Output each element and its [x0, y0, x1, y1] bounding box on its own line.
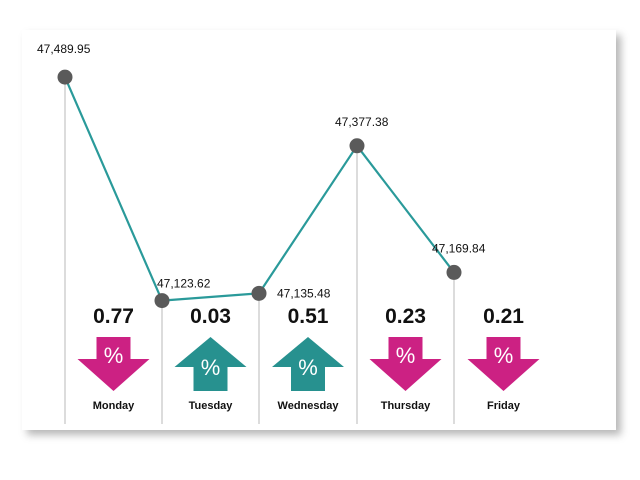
change-label-0: 0.77: [93, 305, 134, 328]
change-label-1: 0.03: [190, 305, 231, 328]
data-point-tuesday: [154, 293, 170, 309]
point-markers: [57, 69, 462, 309]
percent-symbol-0: %: [104, 343, 124, 368]
data-point-friday: [446, 264, 462, 280]
value-label-0: 47,489.95: [37, 42, 91, 56]
data-point-thursday: [349, 138, 365, 154]
day-labels: Monday Tuesday Wednesday Thursday Friday: [93, 400, 521, 412]
guide-lines: [64, 77, 455, 424]
percent-symbol-3: %: [396, 343, 416, 368]
change-label-4: 0.21: [483, 305, 524, 328]
change-labels: 0.77 0.03 0.51 0.23 0.21: [93, 305, 524, 328]
change-label-2: 0.51: [288, 305, 329, 328]
day-label-thursday: Thursday: [381, 400, 431, 412]
day-label-monday: Monday: [93, 400, 135, 412]
value-label-1: 47,123.62: [157, 277, 211, 291]
value-labels: 47,489.95 47,123.62 47,135.48 47,377.38 47,1…: [37, 42, 486, 300]
percent-symbol-1: %: [201, 355, 221, 380]
change-label-3: 0.23: [385, 305, 426, 328]
value-label-4: 47,169.84: [432, 241, 486, 255]
percent-symbol-2: %: [298, 355, 318, 380]
day-label-friday: Friday: [487, 400, 521, 412]
down-arrow-icon-4: [467, 337, 540, 391]
data-point-monday: [57, 69, 73, 85]
up-arrow-icon-1: [174, 337, 247, 391]
value-label-3: 47,377.38: [335, 115, 389, 129]
day-label-wednesday: Wednesday: [278, 400, 340, 412]
day-label-tuesday: Tuesday: [189, 400, 234, 412]
percent-symbol-4: %: [494, 343, 514, 368]
value-label-2: 47,135.48: [277, 286, 331, 300]
up-arrow-icon-2: [272, 337, 344, 391]
data-point-wednesday: [251, 285, 267, 301]
down-arrow-icon-3: [369, 337, 442, 391]
change-arrows: %%%%%: [77, 337, 540, 391]
down-arrow-icon-0: [77, 337, 150, 391]
